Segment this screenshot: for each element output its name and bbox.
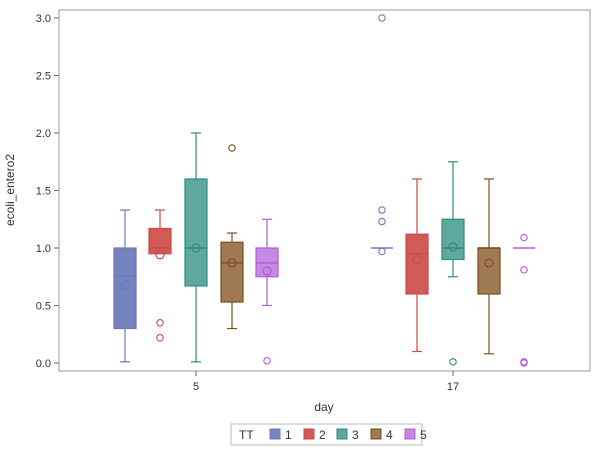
y-tick-label: 1.0 [36,243,51,255]
y-tick-label: 0.0 [36,358,51,370]
y-tick-label: 2.5 [36,71,51,83]
box-series-group [113,14,535,367]
legend: TT 1 2 3 4 5 [230,423,427,446]
y-axis-ticks: 0.0 0.5 1.0 1.5 2.0 2.5 3.0 [36,13,59,370]
y-tick-label: 3.0 [36,13,51,25]
box-mean-marker [262,266,272,276]
legend-label: 3 [352,428,359,442]
legend-label: 1 [285,428,292,442]
box-mean-marker [448,242,458,252]
box-mean-marker [120,280,130,290]
legend-swatch [370,428,382,440]
legend-swatch [336,428,348,440]
box-mean-marker [484,258,494,268]
box-mean-marker [227,258,237,268]
legend-label: 5 [420,428,427,442]
box-iqr [148,227,172,255]
outlier-point [156,318,164,327]
x-tick-label: 17 [447,381,459,393]
outlier-point [378,206,386,214]
outlier-point [228,144,236,152]
box-iqr [184,178,208,287]
y-tick-label: 0.5 [36,301,51,313]
outlier-point [520,359,528,367]
outlier-point [520,266,528,274]
legend-swatch [404,428,416,440]
legend-swatch [269,428,281,440]
box-mean-marker [412,254,422,265]
x-axis-label: day [314,400,333,414]
outlier-point [520,233,528,242]
y-tick-label: 1.5 [36,186,51,198]
x-axis-ticks: 5 17 [193,371,459,393]
legend-label: 4 [386,428,393,442]
box-iqr [220,241,244,303]
y-tick-label: 2.0 [36,128,51,140]
outlier-point [378,14,386,22]
x-tick-label: 5 [193,381,199,393]
box-mean-marker [191,243,201,253]
legend-swatch [303,428,315,440]
legend-label: 2 [319,428,326,442]
legend-frame [230,423,423,446]
outlier-point [378,217,386,226]
box-iqr [477,247,501,295]
outlier-point [156,333,164,342]
y-axis-label: ecoli_entero2 [3,154,17,226]
box-iqr [441,218,465,261]
legend-title: TT [239,428,254,442]
plot-frame [58,9,591,372]
box-mean-marker [155,250,165,260]
outlier-point [263,356,271,365]
box-iqr [405,233,429,295]
outlier-point [378,247,386,256]
outlier-point [449,358,457,366]
